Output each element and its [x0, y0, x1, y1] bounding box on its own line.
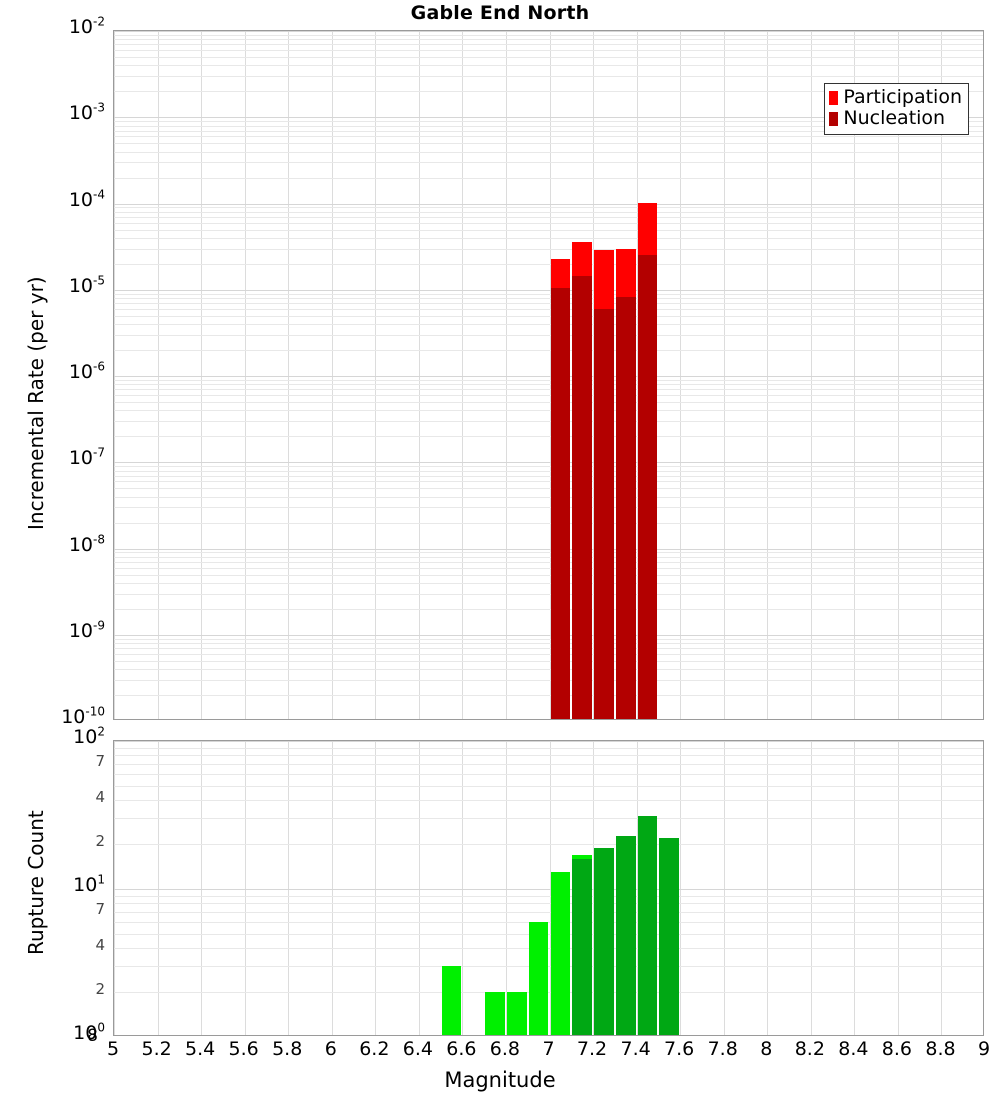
bar-available-ruptures [507, 992, 527, 1036]
y-axis-title-top: Incremental Rate (per yr) [24, 276, 48, 530]
bar-utilized-ruptures [659, 838, 679, 1036]
bar-nucleation [616, 297, 636, 720]
y-tick-label-top: 10-4 [0, 191, 105, 210]
rupture-count-plot: Available Ruptures Utilized Ruptures [113, 740, 984, 1036]
y-tick-label-top: 10-9 [0, 622, 105, 641]
y-tick-label-bottom: 102 [0, 728, 105, 747]
y-tick-label-top: 10-3 [0, 104, 105, 123]
bar-available-ruptures [442, 966, 462, 1036]
y-tick-label-top: 10-8 [0, 536, 105, 555]
bar-nucleation [594, 309, 614, 720]
y-tick-label-top: 10-6 [0, 363, 105, 382]
y-tick-minor-label-bottom: 4 [0, 790, 105, 805]
y-tick-minor-label-bottom: 7 [0, 902, 105, 917]
legend-label-participation: Participation [843, 87, 962, 108]
y-tick-minor-label-bottom: 2 [0, 834, 105, 849]
incremental-rate-plot: Participation Nucleation [113, 30, 984, 720]
y-tick-label-bottom: 101 [0, 876, 105, 895]
legend-item-participation[interactable]: Participation [829, 87, 962, 108]
bar-available-ruptures [485, 992, 505, 1036]
y-axis-title-bottom: Rupture Count [24, 810, 48, 955]
x-axis-title: Magnitude [0, 1068, 1000, 1092]
y-tick-minor-label-bottom: 7 [0, 754, 105, 769]
x-tick-label: 9 [954, 1040, 1000, 1059]
bars-bottom [114, 741, 983, 1035]
y-tick-label-top: 10-10 [0, 708, 105, 727]
nucleation-swatch-icon [829, 112, 838, 126]
legend-label-nucleation: Nucleation [843, 108, 945, 129]
y-tick-minor-label-bottom: 4 [0, 938, 105, 953]
bar-available-ruptures [529, 922, 549, 1036]
bar-utilized-ruptures [638, 816, 658, 1036]
y-tick-label-top: 10-5 [0, 277, 105, 296]
legend-item-nucleation[interactable]: Nucleation [829, 108, 962, 129]
bar-utilized-ruptures [616, 836, 636, 1037]
y-tick-label-top: 10-2 [0, 18, 105, 37]
bar-nucleation [572, 276, 592, 720]
page-title: Gable End North [0, 2, 1000, 24]
y-tick-minor-label-bottom: 2 [0, 982, 105, 997]
bar-nucleation [638, 255, 658, 720]
bar-utilized-ruptures [594, 848, 614, 1036]
bar-available-ruptures [551, 872, 571, 1036]
legend-incremental-rate: Participation Nucleation [824, 83, 969, 135]
bar-utilized-ruptures [572, 859, 592, 1036]
y-tick-label-top: 10-7 [0, 449, 105, 468]
figure: Gable End North Participation Nucleation… [0, 0, 1000, 1100]
bar-nucleation [551, 288, 571, 720]
participation-swatch-icon [829, 91, 838, 105]
